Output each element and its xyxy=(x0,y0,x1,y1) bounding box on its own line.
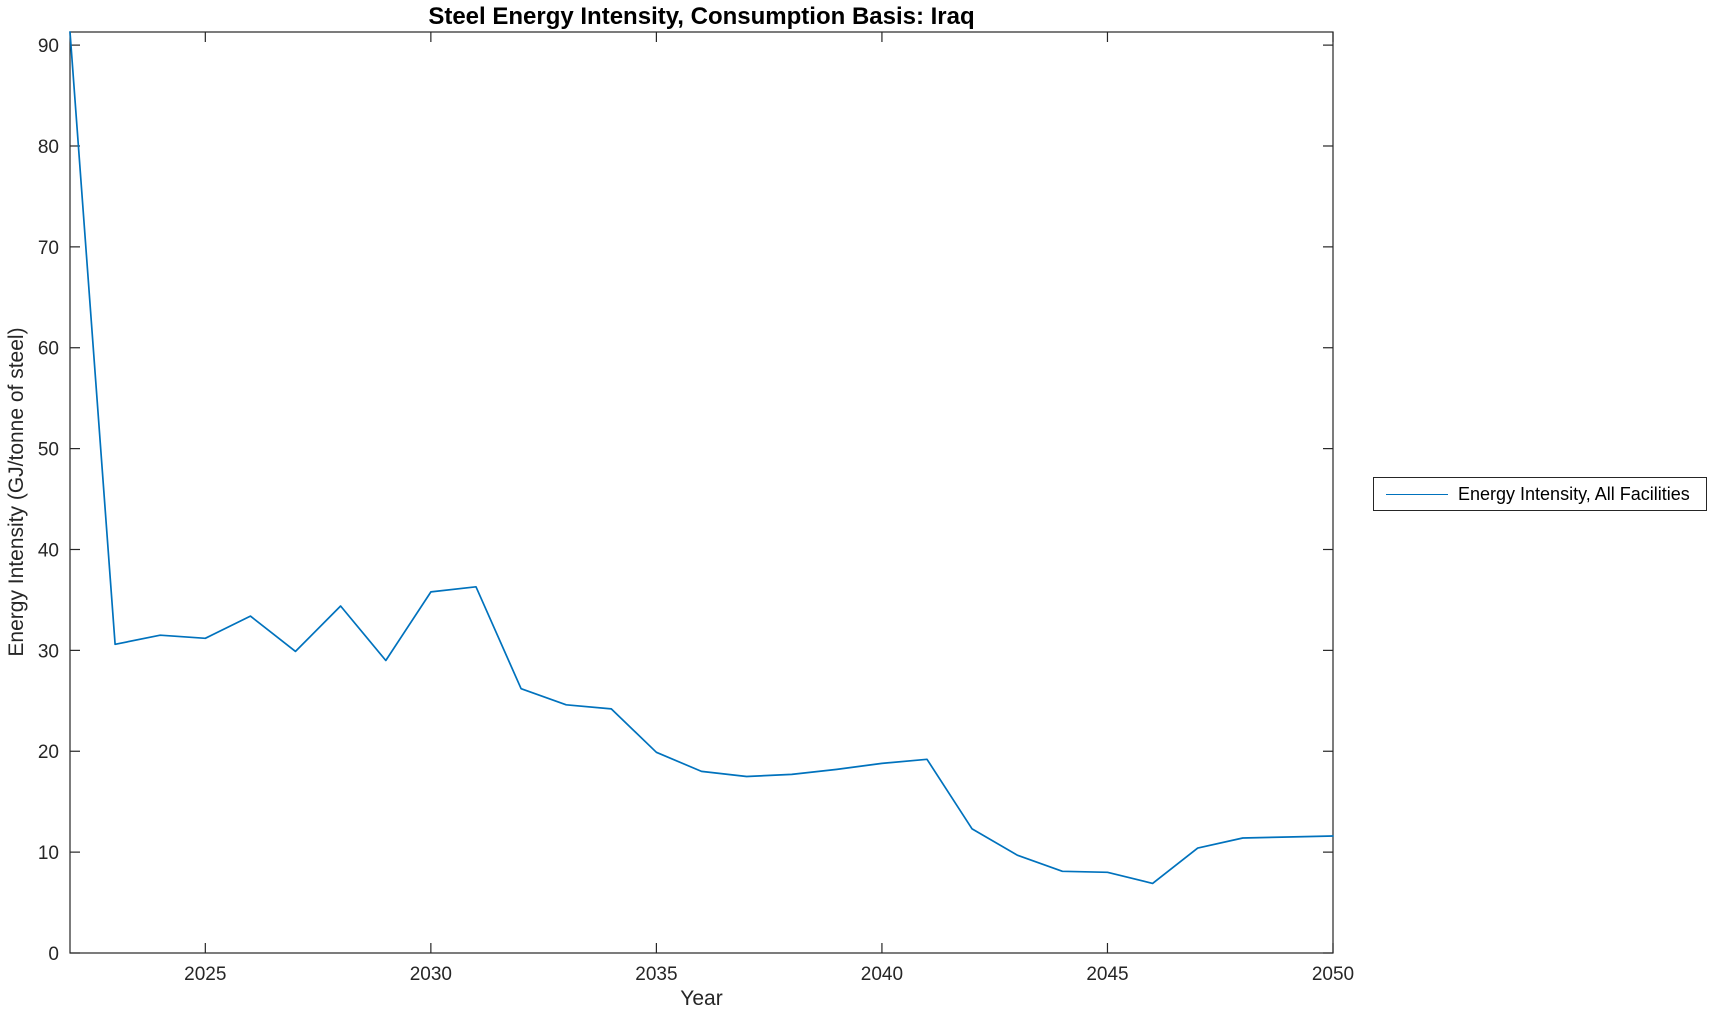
y-tick-label: 60 xyxy=(38,339,59,360)
x-tick-label: 2045 xyxy=(1086,964,1128,985)
chart-title: Steel Energy Intensity, Consumption Basi… xyxy=(428,3,975,30)
y-tick-label: 30 xyxy=(38,641,59,662)
legend-label: Energy Intensity, All Facilities xyxy=(1458,483,1690,504)
y-tick-label: 40 xyxy=(38,540,59,561)
y-tick-label: 10 xyxy=(38,843,59,864)
data-line xyxy=(69,31,1334,885)
legend: Energy Intensity, All Facilities xyxy=(1373,477,1707,511)
x-tick-label: 2050 xyxy=(1312,964,1354,985)
x-tick-label: 2025 xyxy=(184,964,226,985)
x-tick-label: 2035 xyxy=(635,964,677,985)
y-tick-label: 50 xyxy=(38,440,59,461)
y-tick-label: 70 xyxy=(38,238,59,259)
x-tick-label: 2030 xyxy=(410,964,452,985)
legend-line-sample xyxy=(1386,493,1448,495)
axes-box xyxy=(69,31,1334,954)
y-tick-label: 20 xyxy=(38,742,59,763)
y-tick-label: 80 xyxy=(38,137,59,158)
y-tick-label: 0 xyxy=(48,944,59,965)
x-axis-label: Year xyxy=(680,987,723,1010)
y-tick-label: 90 xyxy=(38,36,59,57)
x-tick-label: 2040 xyxy=(861,964,903,985)
